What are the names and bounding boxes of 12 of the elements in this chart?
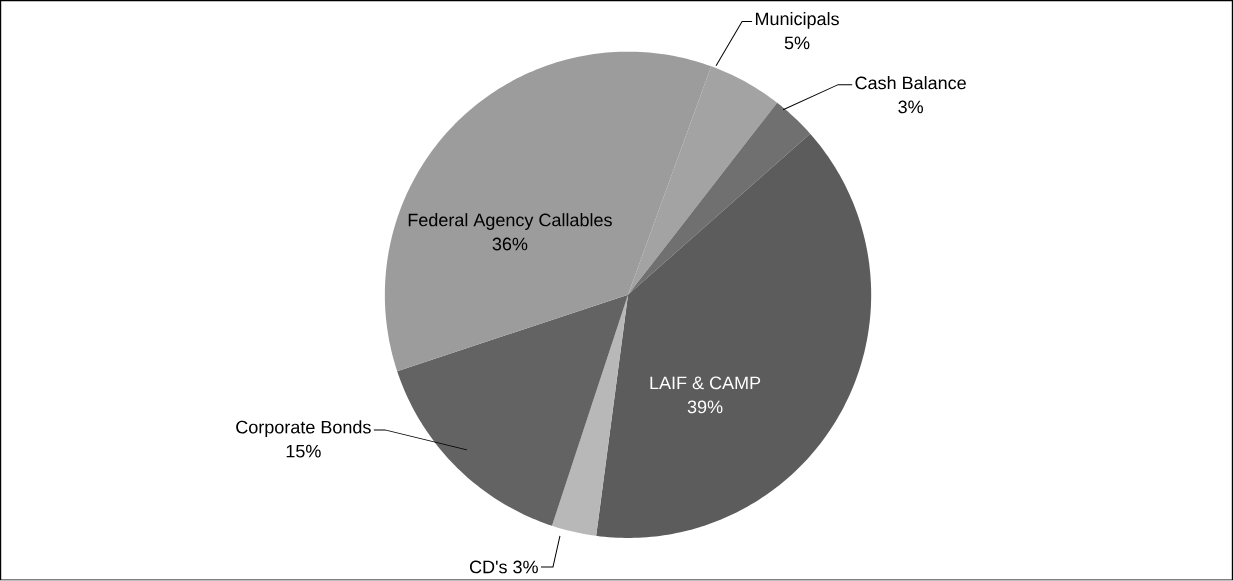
data-label: 15% (286, 445, 321, 458)
data-label: 3% (513, 560, 538, 574)
slice-label: Corporate Bonds (236, 420, 371, 438)
data-label: 5% (784, 36, 810, 50)
slice-label: LAIF & CAMP (650, 376, 761, 390)
data-label: 39% (687, 400, 723, 414)
data-label: 3% (898, 100, 924, 114)
slice-label: Federal Agency Callables (408, 213, 612, 231)
data-label: 36% (492, 237, 528, 251)
slice-label: Municipals (755, 12, 839, 29)
slice-label: Cash Balance (855, 76, 966, 90)
slice-label: CD's (469, 560, 507, 574)
